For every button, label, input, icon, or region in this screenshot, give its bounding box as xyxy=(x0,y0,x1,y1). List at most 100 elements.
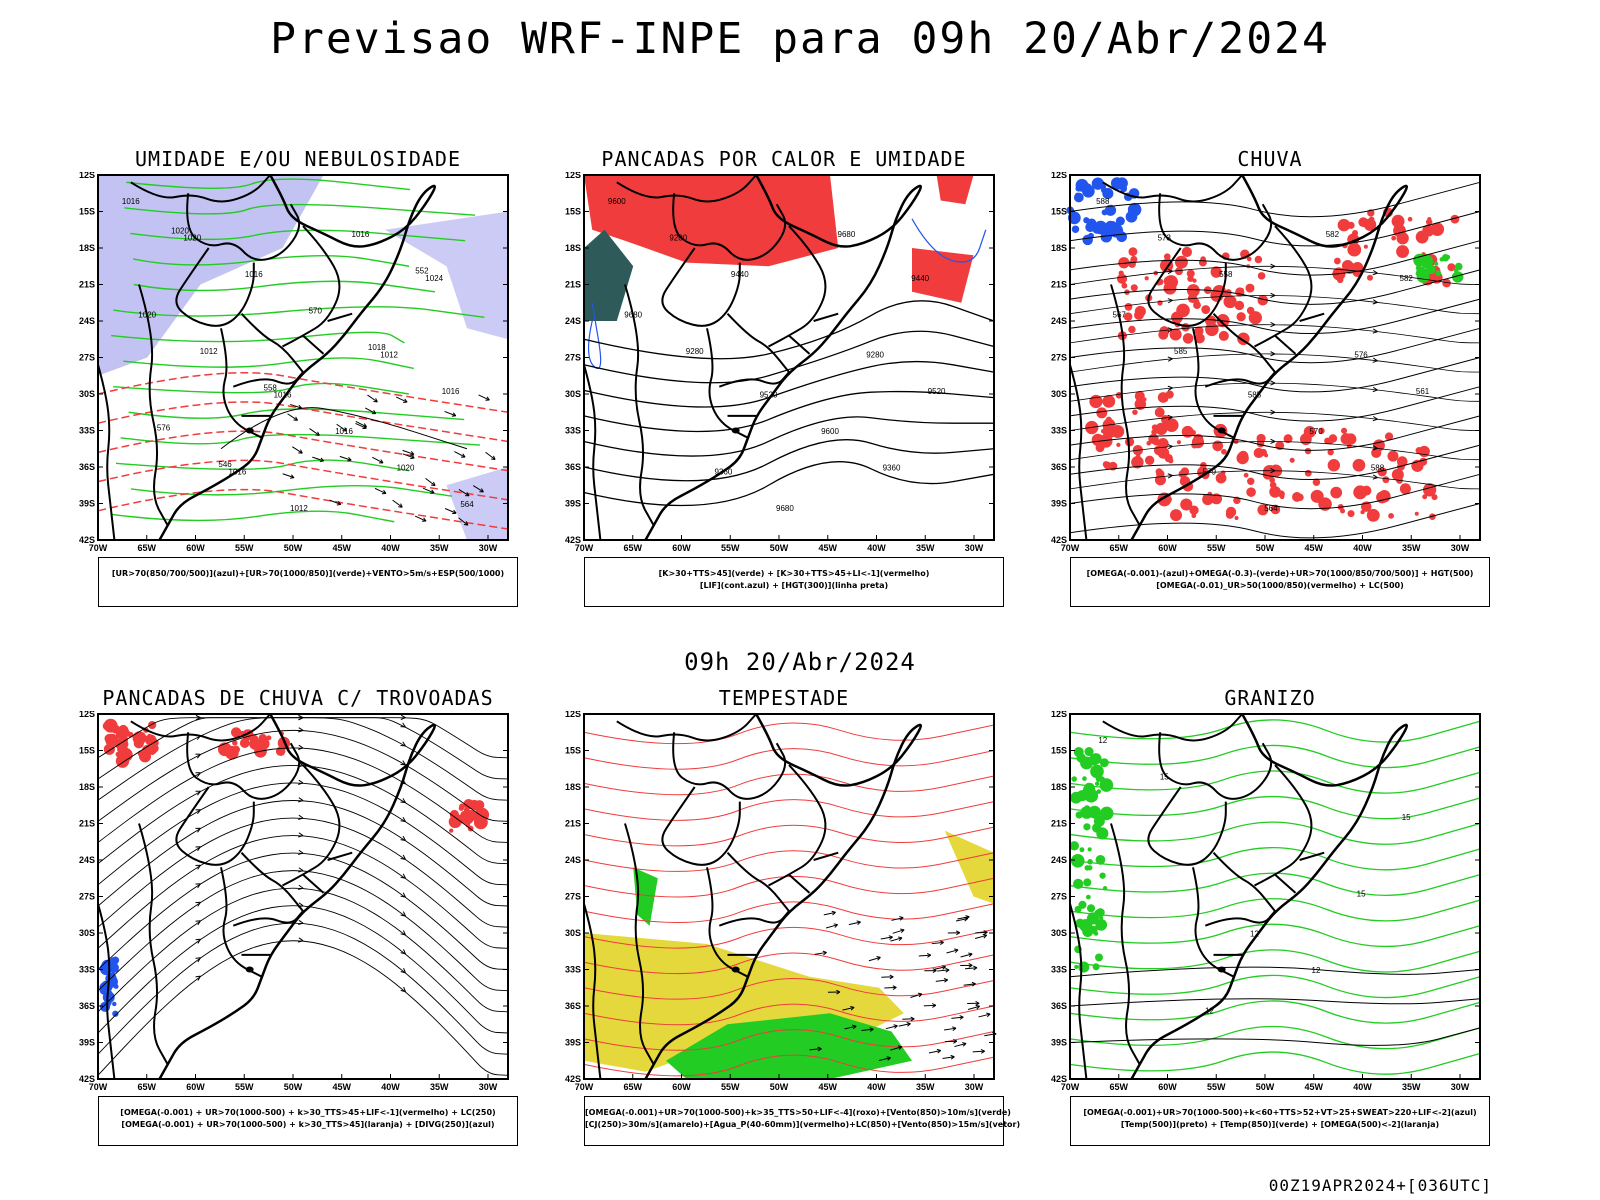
wind-vector-head xyxy=(983,931,988,935)
streamline-arrow xyxy=(1372,299,1378,305)
thunderstorm-area xyxy=(249,738,261,750)
instability-area xyxy=(584,175,839,267)
country-border xyxy=(1147,247,1227,327)
thunderstorm-area xyxy=(118,734,128,745)
divergence-area xyxy=(108,962,119,973)
legend-line-1: [K>30+TTS>45](verde) + [K>30+TTS>45+LI<-… xyxy=(658,569,930,578)
precip-area xyxy=(1327,459,1341,472)
streamline-arrow xyxy=(400,873,406,879)
precip-area xyxy=(1382,476,1390,484)
contour-label: 9440 xyxy=(731,270,749,279)
contour-label: 1016 xyxy=(122,197,140,206)
humidity-low-contour xyxy=(128,408,465,421)
country-border xyxy=(788,873,811,894)
wind-vector-head xyxy=(983,934,988,939)
lat-label: 21S xyxy=(79,819,95,829)
lat-label: 12S xyxy=(1051,711,1067,719)
omega-strong-area xyxy=(1413,253,1427,267)
height-contour xyxy=(583,330,995,384)
contour-label: 558 xyxy=(1219,270,1233,279)
wind-vector-head xyxy=(956,932,961,936)
wind-vector xyxy=(458,489,470,497)
precip-area xyxy=(1142,397,1147,402)
humidity-low-contour xyxy=(130,484,453,497)
precip-area xyxy=(1181,246,1192,258)
wind-vector-head xyxy=(834,924,838,928)
country-border xyxy=(240,852,304,912)
lat-label: 18S xyxy=(565,782,581,792)
humidity-low-contour xyxy=(111,331,405,344)
lagoon xyxy=(245,966,254,973)
height-contour xyxy=(583,416,994,457)
temperature-850-detail xyxy=(1094,909,1101,917)
contour-label: 1016 xyxy=(229,467,247,476)
omega-strong-area xyxy=(1439,257,1445,262)
precip-area xyxy=(1236,312,1246,322)
wind-vector-head xyxy=(363,424,367,429)
wind-vector-head xyxy=(887,1057,891,1061)
wind-vector-head xyxy=(906,1021,911,1025)
country-border xyxy=(616,174,757,203)
precip-area xyxy=(1341,427,1348,434)
lat-label: 15S xyxy=(1051,207,1067,217)
wind-vector xyxy=(868,956,881,962)
precip-area xyxy=(1243,472,1249,478)
wind-vector-head xyxy=(817,1048,822,1052)
wind-vector xyxy=(444,410,456,417)
precip-area xyxy=(1391,214,1405,228)
wind-vector-head xyxy=(410,457,415,460)
panel-pancadas-calor: PANCADAS POR CALOR E UMIDADE 9600 9520 944… xyxy=(544,147,1024,627)
lat-label: 33S xyxy=(565,426,581,436)
lat-label: 12S xyxy=(79,711,95,719)
wind-vector-head xyxy=(451,415,456,417)
height-contour xyxy=(583,461,995,507)
precip-area xyxy=(1347,242,1362,257)
wind-vector-head xyxy=(973,967,978,971)
wind-vector xyxy=(944,1027,957,1031)
streamline-arrow xyxy=(1270,321,1276,328)
wind-vector-head xyxy=(986,1012,991,1015)
panel-title: PANCADAS DE CHUVA C/ TROVOADAS xyxy=(102,686,494,710)
country-border xyxy=(130,713,271,742)
lat-label: 24S xyxy=(79,316,95,326)
wind-vector xyxy=(392,499,403,508)
wind-vector-head xyxy=(363,423,367,428)
precip-area xyxy=(1269,486,1281,498)
strong-wind-area xyxy=(666,1013,912,1079)
precip-area xyxy=(1257,504,1269,516)
wind-vector-head xyxy=(939,940,944,943)
strong-wind-area xyxy=(633,867,658,926)
temperature-850-detail xyxy=(1070,791,1082,804)
precip-area xyxy=(1396,232,1409,245)
precip-area xyxy=(1215,472,1227,484)
precipitable-water-contour xyxy=(583,773,995,796)
temperature-850-contour xyxy=(1069,719,1481,743)
wind-vector-head xyxy=(375,398,378,403)
wind-vector-head xyxy=(431,484,436,487)
lon-label: 50W xyxy=(284,1082,303,1092)
country-border xyxy=(1212,313,1276,373)
precip-area xyxy=(1176,440,1182,445)
lat-label: 27S xyxy=(565,353,581,363)
wind-vector-head xyxy=(900,929,905,934)
contour-label: 9440 xyxy=(911,274,929,283)
precip-area xyxy=(1442,278,1451,288)
wind-vector xyxy=(842,1006,855,1011)
lat-label: 27S xyxy=(1051,892,1067,902)
jet-stream-area xyxy=(944,830,994,904)
lat-label: 18S xyxy=(1051,243,1067,253)
country-border xyxy=(282,225,341,348)
wind-vector-head xyxy=(968,952,973,955)
streamline-arrow xyxy=(1270,263,1276,269)
panel-chuva: CHUVA 588 585 582 579 576 573 570 567 564 561 558 5… xyxy=(1030,147,1510,627)
humidity-upper-area xyxy=(98,175,324,376)
wind-vector-head xyxy=(932,1004,937,1008)
streamline xyxy=(1069,441,1481,461)
lon-label: 50W xyxy=(1256,1082,1275,1092)
panel-trovoadas: PANCADAS DE CHUVA C/ TROVOADAS 12S 15S 18S… xyxy=(58,686,538,1166)
wind-vector-head xyxy=(983,930,988,933)
lat-label: 42S xyxy=(1051,1074,1067,1084)
wind-vector xyxy=(414,515,427,522)
lat-label: 33S xyxy=(565,965,581,975)
contour-label: 570 xyxy=(1309,427,1323,436)
